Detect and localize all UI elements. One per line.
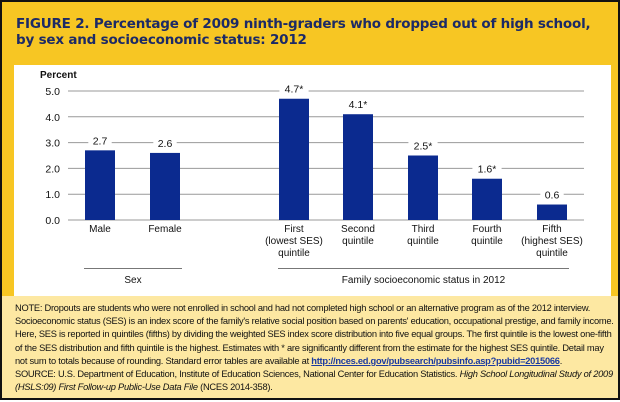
category-label: Fourth [473, 224, 502, 235]
data-label-bg [88, 134, 112, 147]
bar [279, 98, 309, 220]
category-label: Male [89, 224, 111, 235]
y-tick-label: 4.0 [45, 112, 60, 124]
y-axis-label: Percent [40, 70, 77, 81]
category-label: Third [412, 224, 435, 235]
data-label-bg [153, 136, 177, 149]
bar [85, 150, 115, 220]
note-text: NOTE: Dropouts are students who were not… [15, 303, 614, 366]
figure-title: FIGURE 2. Percentage of 2009 ninth-grade… [16, 16, 591, 48]
data-label: 2.6 [158, 138, 173, 150]
source-prefix: SOURCE: U.S. Department of Education, In… [15, 369, 460, 380]
y-tick-label: 1.0 [45, 189, 60, 201]
category-label: Second [341, 224, 375, 235]
y-tick-label: 0.0 [45, 215, 60, 227]
category-label: (highest SES) [521, 236, 583, 247]
group-label: Sex [124, 275, 141, 286]
data-label: 2.7 [93, 135, 108, 147]
bar [343, 114, 373, 220]
data-label-bg [472, 162, 502, 175]
data-label: 4.7* [285, 84, 304, 96]
bar [472, 178, 502, 220]
bar [150, 152, 180, 220]
data-label-bg [279, 82, 309, 95]
bar [408, 155, 438, 220]
data-label-bg [540, 188, 564, 201]
category-label: quintile [342, 236, 374, 247]
data-label: 0.6 [545, 190, 560, 202]
y-tick-label: 3.0 [45, 138, 60, 150]
note-end: . [559, 355, 563, 366]
category-label: quintile [536, 248, 568, 259]
y-tick-label: 2.0 [45, 163, 60, 175]
data-label-bg [343, 98, 373, 111]
source-suffix: (NCES 2014-358). [197, 382, 273, 393]
notes-text: NOTE: Dropouts are students who were not… [15, 302, 615, 394]
notes-section: NOTE: Dropouts are students who were not… [2, 296, 618, 398]
data-label-bg [408, 139, 438, 152]
source-title: High School Longitudinal Study of 2009 (… [15, 369, 613, 393]
category-label: First [284, 224, 304, 235]
data-label: 2.5* [414, 141, 433, 153]
y-tick-label: 5.0 [45, 86, 60, 98]
chart-area: Percent 0.0 1.0 2.0 3.0 4.0 5.0 2.7 Male 2.6 Femal… [14, 65, 611, 297]
data-label: 1.6* [478, 164, 497, 176]
bar [537, 204, 567, 220]
category-label: Female [148, 224, 182, 235]
standard-error-link[interactable]: http://nces.ed.gov/pubsearch/pubsinfo.as… [311, 355, 560, 366]
data-label: 4.1* [349, 99, 368, 111]
group-label: Family socioeconomic status in 2012 [342, 275, 506, 286]
category-label: Fifth [542, 224, 561, 235]
category-label: quintile [407, 236, 439, 247]
category-label: (lowest SES) [265, 236, 323, 247]
category-label: quintile [278, 248, 310, 259]
category-label: quintile [471, 236, 503, 247]
